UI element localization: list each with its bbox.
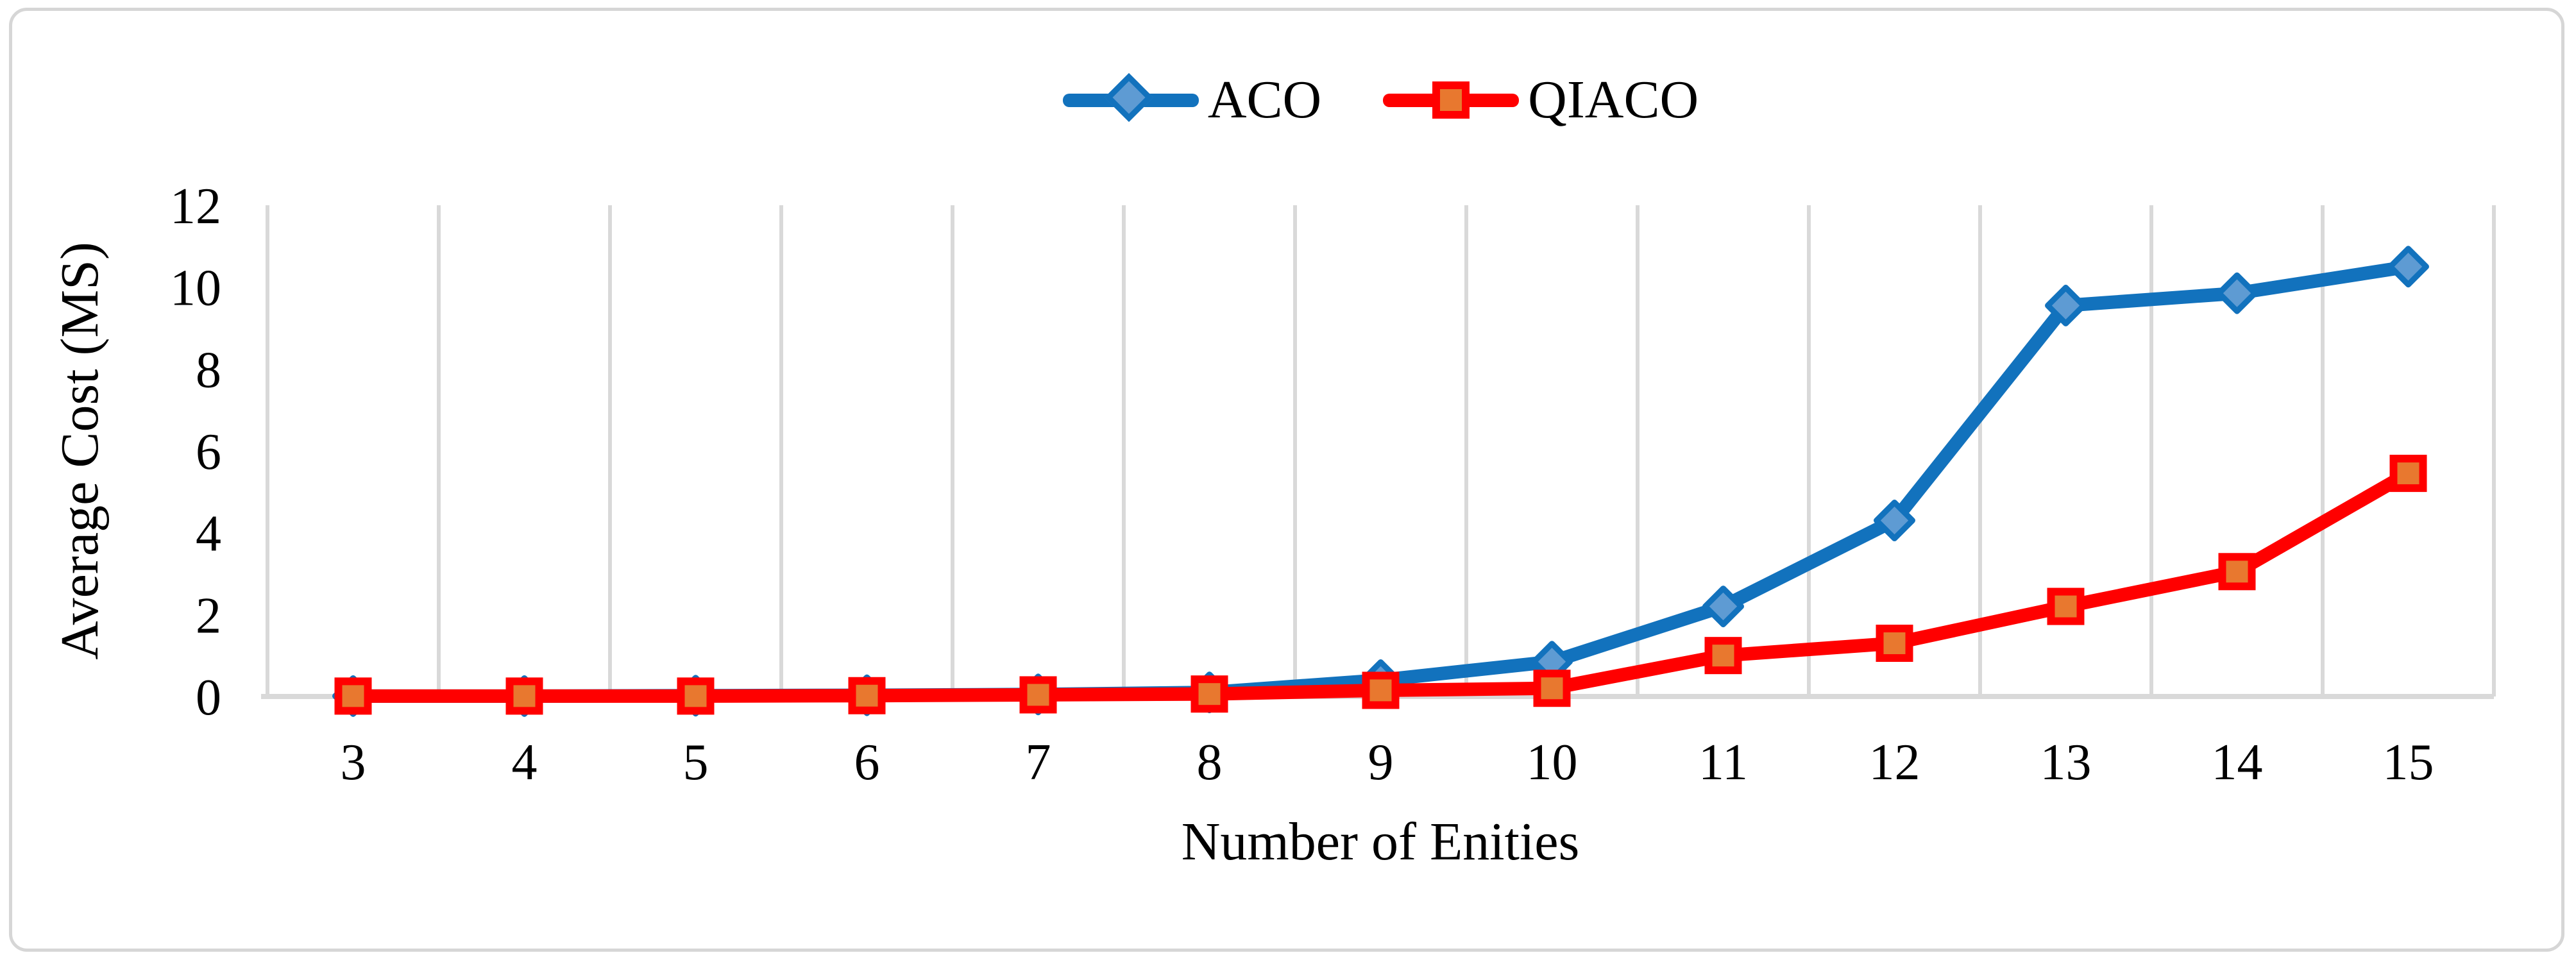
data-point-aco-15 xyxy=(2387,246,2429,288)
x-tick-label: 13 xyxy=(2040,734,2092,791)
y-tick-label: 4 xyxy=(196,506,221,562)
data-point-qiaco-8 xyxy=(1191,675,1228,713)
legend: ACO QIACO xyxy=(267,63,2494,137)
data-point-qiaco-5 xyxy=(677,677,715,715)
figure-border xyxy=(9,8,2564,952)
aco-legend-swatch xyxy=(1062,63,1199,137)
x-tick-label: 7 xyxy=(1026,734,1051,791)
x-tick-label: 5 xyxy=(683,734,709,791)
x-tick-label: 8 xyxy=(1197,734,1223,791)
y-tick-label: 8 xyxy=(196,342,221,398)
data-point-aco-13 xyxy=(2045,284,2087,326)
data-point-qiaco-4 xyxy=(505,677,543,715)
data-point-qiaco-13 xyxy=(2047,587,2085,625)
data-point-qiaco-6 xyxy=(848,677,886,714)
qiaco-square-marker-icon xyxy=(1432,81,1470,119)
data-point-aco-12 xyxy=(1874,500,1915,542)
data-point-qiaco-11 xyxy=(1704,637,1742,675)
x-tick-label: 11 xyxy=(1699,734,1748,791)
data-point-qiaco-3 xyxy=(334,677,372,715)
y-tick-label: 6 xyxy=(196,424,221,480)
data-point-qiaco-9 xyxy=(1362,671,1400,709)
legend-item-qiaco: QIACO xyxy=(1383,63,1699,137)
y-tick-label: 0 xyxy=(196,670,221,726)
data-point-qiaco-12 xyxy=(1876,625,1913,662)
data-point-aco-11 xyxy=(1702,586,1744,628)
x-axis-title: Number of Enities xyxy=(1182,812,1580,872)
qiaco-legend-swatch xyxy=(1383,63,1520,137)
y-tick-label: 2 xyxy=(196,587,221,644)
data-point-qiaco-15 xyxy=(2389,455,2427,493)
y-axis-title: Average Cost (MS) xyxy=(50,242,110,660)
legend-label-aco: ACO xyxy=(1207,70,1322,130)
legend-item-aco: ACO xyxy=(1062,63,1322,137)
x-tick-label: 12 xyxy=(1869,734,1920,791)
y-tick-label: 12 xyxy=(170,178,221,235)
x-tick-label: 3 xyxy=(341,734,366,791)
x-tick-label: 6 xyxy=(854,734,880,791)
x-tick-label: 4 xyxy=(512,734,538,791)
x-tick-label: 14 xyxy=(2212,734,2263,791)
data-point-qiaco-14 xyxy=(2218,553,2256,591)
data-point-qiaco-7 xyxy=(1019,676,1057,714)
series-line-aco xyxy=(346,260,2415,703)
x-tick-label: 9 xyxy=(1368,734,1394,791)
legend-label-qiaco: QIACO xyxy=(1528,70,1699,130)
data-point-qiaco-10 xyxy=(1533,670,1571,707)
x-tick-label: 15 xyxy=(2383,734,2434,791)
y-tick-label: 10 xyxy=(170,260,221,317)
x-tick-label: 10 xyxy=(1527,734,1578,791)
data-point-aco-14 xyxy=(2216,272,2258,314)
aco-diamond-marker-icon xyxy=(1104,72,1153,122)
